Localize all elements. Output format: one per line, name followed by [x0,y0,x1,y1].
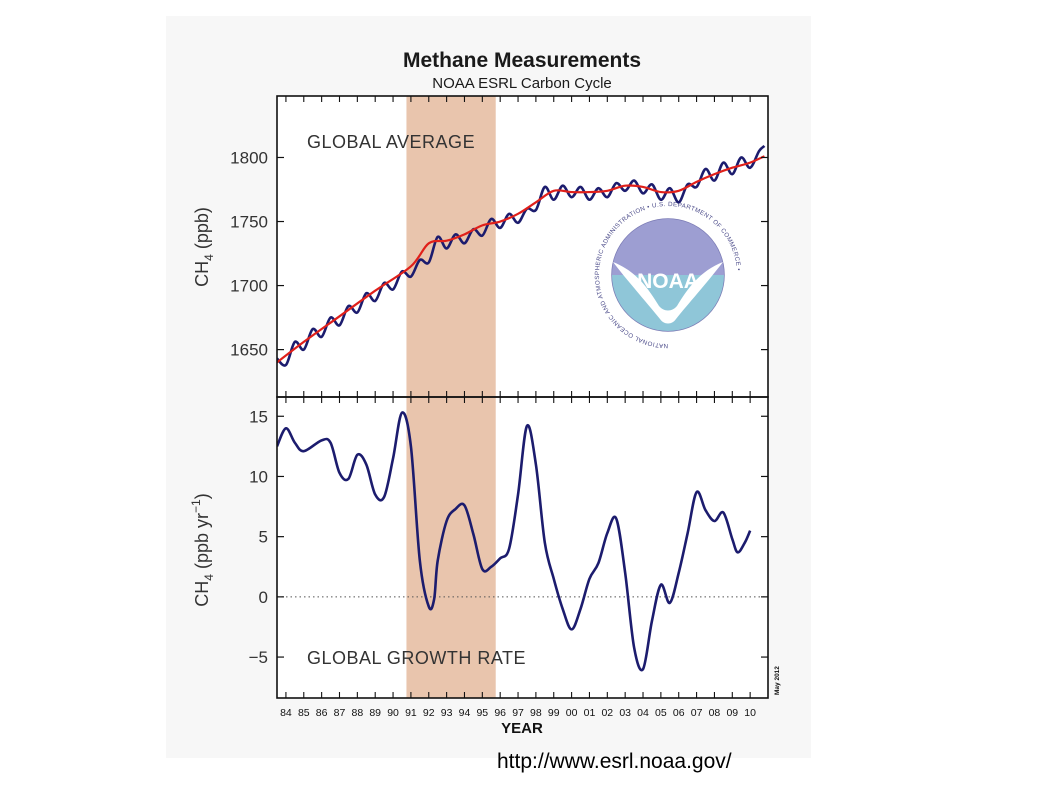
x-tick-label: 02 [601,707,613,719]
x-tick-label: 96 [494,707,506,719]
bottom-y-tick-label: 5 [259,528,268,547]
x-tick-label: 09 [726,707,738,719]
series-monthly-global-average [277,144,766,367]
series-growth-rate [277,411,752,672]
bottom-y-tick-label: 15 [249,407,268,426]
x-tick-label: 86 [316,707,328,719]
highlight-band-top [406,96,496,397]
logo-wordmark: NOAA [637,270,699,293]
top-y-axis-title: CH4 (ppb) [192,207,216,287]
chart-title: Methane Measurements [403,49,641,72]
x-tick-label: 10 [744,707,756,719]
logo-sky [612,219,724,275]
top-y-tick-label: 1800 [230,148,268,167]
chart-canvas: Methane Measurements NOAA ESRL Carbon Cy… [189,49,781,737]
x-tick-label: 06 [673,707,685,719]
top-y-tick-label: 1650 [230,341,268,360]
bottom-y-axis-title: CH4 (ppb yr−1) [189,493,216,606]
x-tick-label: 84 [280,707,292,719]
bottom-y-tick-label: 0 [259,588,268,607]
x-tick-label: 00 [566,707,578,719]
logo-seagull [613,262,723,324]
x-tick-label: 03 [619,707,631,719]
series-layer [277,144,766,672]
chart-figure: Methane Measurements NOAA ESRL Carbon Cy… [166,16,811,758]
x-tick-label: 08 [709,707,721,719]
x-tick-label: 95 [476,707,488,719]
bottom-y-tick-label: 10 [249,467,268,486]
x-tick-label: 01 [584,707,596,719]
x-tick-label: 92 [423,707,435,719]
x-tick-label: 85 [298,707,310,719]
x-tick-label: 89 [369,707,381,719]
annotation-global-growth-rate: GLOBAL GROWTH RATE [307,648,526,668]
x-tick-label: 05 [655,707,667,719]
x-tick-label: 04 [637,707,649,719]
bottom-panel-frame [276,396,769,699]
source-url[interactable]: http://www.esrl.noaa.gov/ [497,750,732,773]
noaa-logo: NOAA NATIONAL OCEANIC AND ATMOSPHERIC AD… [594,201,742,349]
x-tick-label: 07 [691,707,703,719]
top-y-tick-label: 1750 [230,213,268,232]
series-trend-global-average [277,155,765,364]
date-stamp: May 2012 [774,666,781,695]
x-tick-label: 90 [387,707,399,719]
x-tick-label: 91 [405,707,417,719]
top-y-tick-label: 1700 [230,277,268,296]
x-axis-title: YEAR [501,720,543,737]
x-tick-label: 98 [530,707,542,719]
x-tick-label: 93 [441,707,453,719]
x-tick-label: 87 [334,707,346,719]
x-tick-label: 94 [459,707,471,719]
x-tick-label: 99 [548,707,560,719]
x-tick-label: 97 [512,707,524,719]
highlight-band-bottom [406,397,496,698]
x-tick-label: 88 [352,707,364,719]
bottom-y-tick-label: −5 [249,648,268,667]
annotation-global-average: GLOBAL AVERAGE [307,132,475,152]
chart-subtitle: NOAA ESRL Carbon Cycle [432,75,612,92]
